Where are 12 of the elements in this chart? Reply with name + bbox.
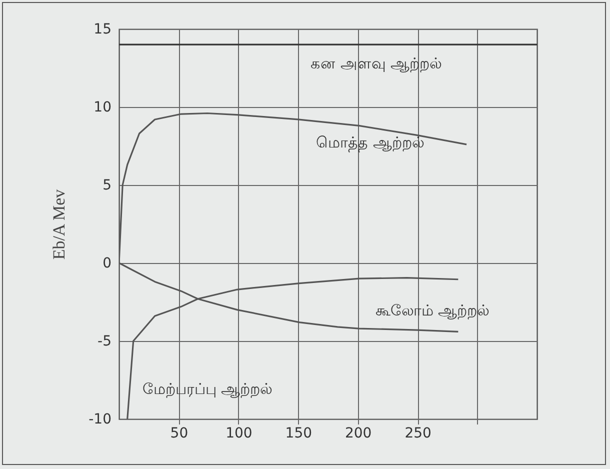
y-tick-label: 15	[94, 22, 112, 38]
x-tick-label: 200	[344, 426, 372, 442]
y-axis-title: Eb/A Mev	[50, 188, 69, 260]
y-tick-label: -5	[98, 334, 112, 350]
x-tick-label: 250	[404, 426, 432, 442]
x-tick-label: 100	[226, 426, 252, 442]
y-tick-label: 5	[102, 178, 112, 194]
y-tick-label: 10	[94, 100, 112, 116]
y-tick-label: 0	[102, 256, 112, 272]
x-tick-label: 50	[170, 426, 188, 442]
x-tick-label: 150	[285, 426, 312, 442]
y-tick-label: -10	[88, 412, 112, 428]
